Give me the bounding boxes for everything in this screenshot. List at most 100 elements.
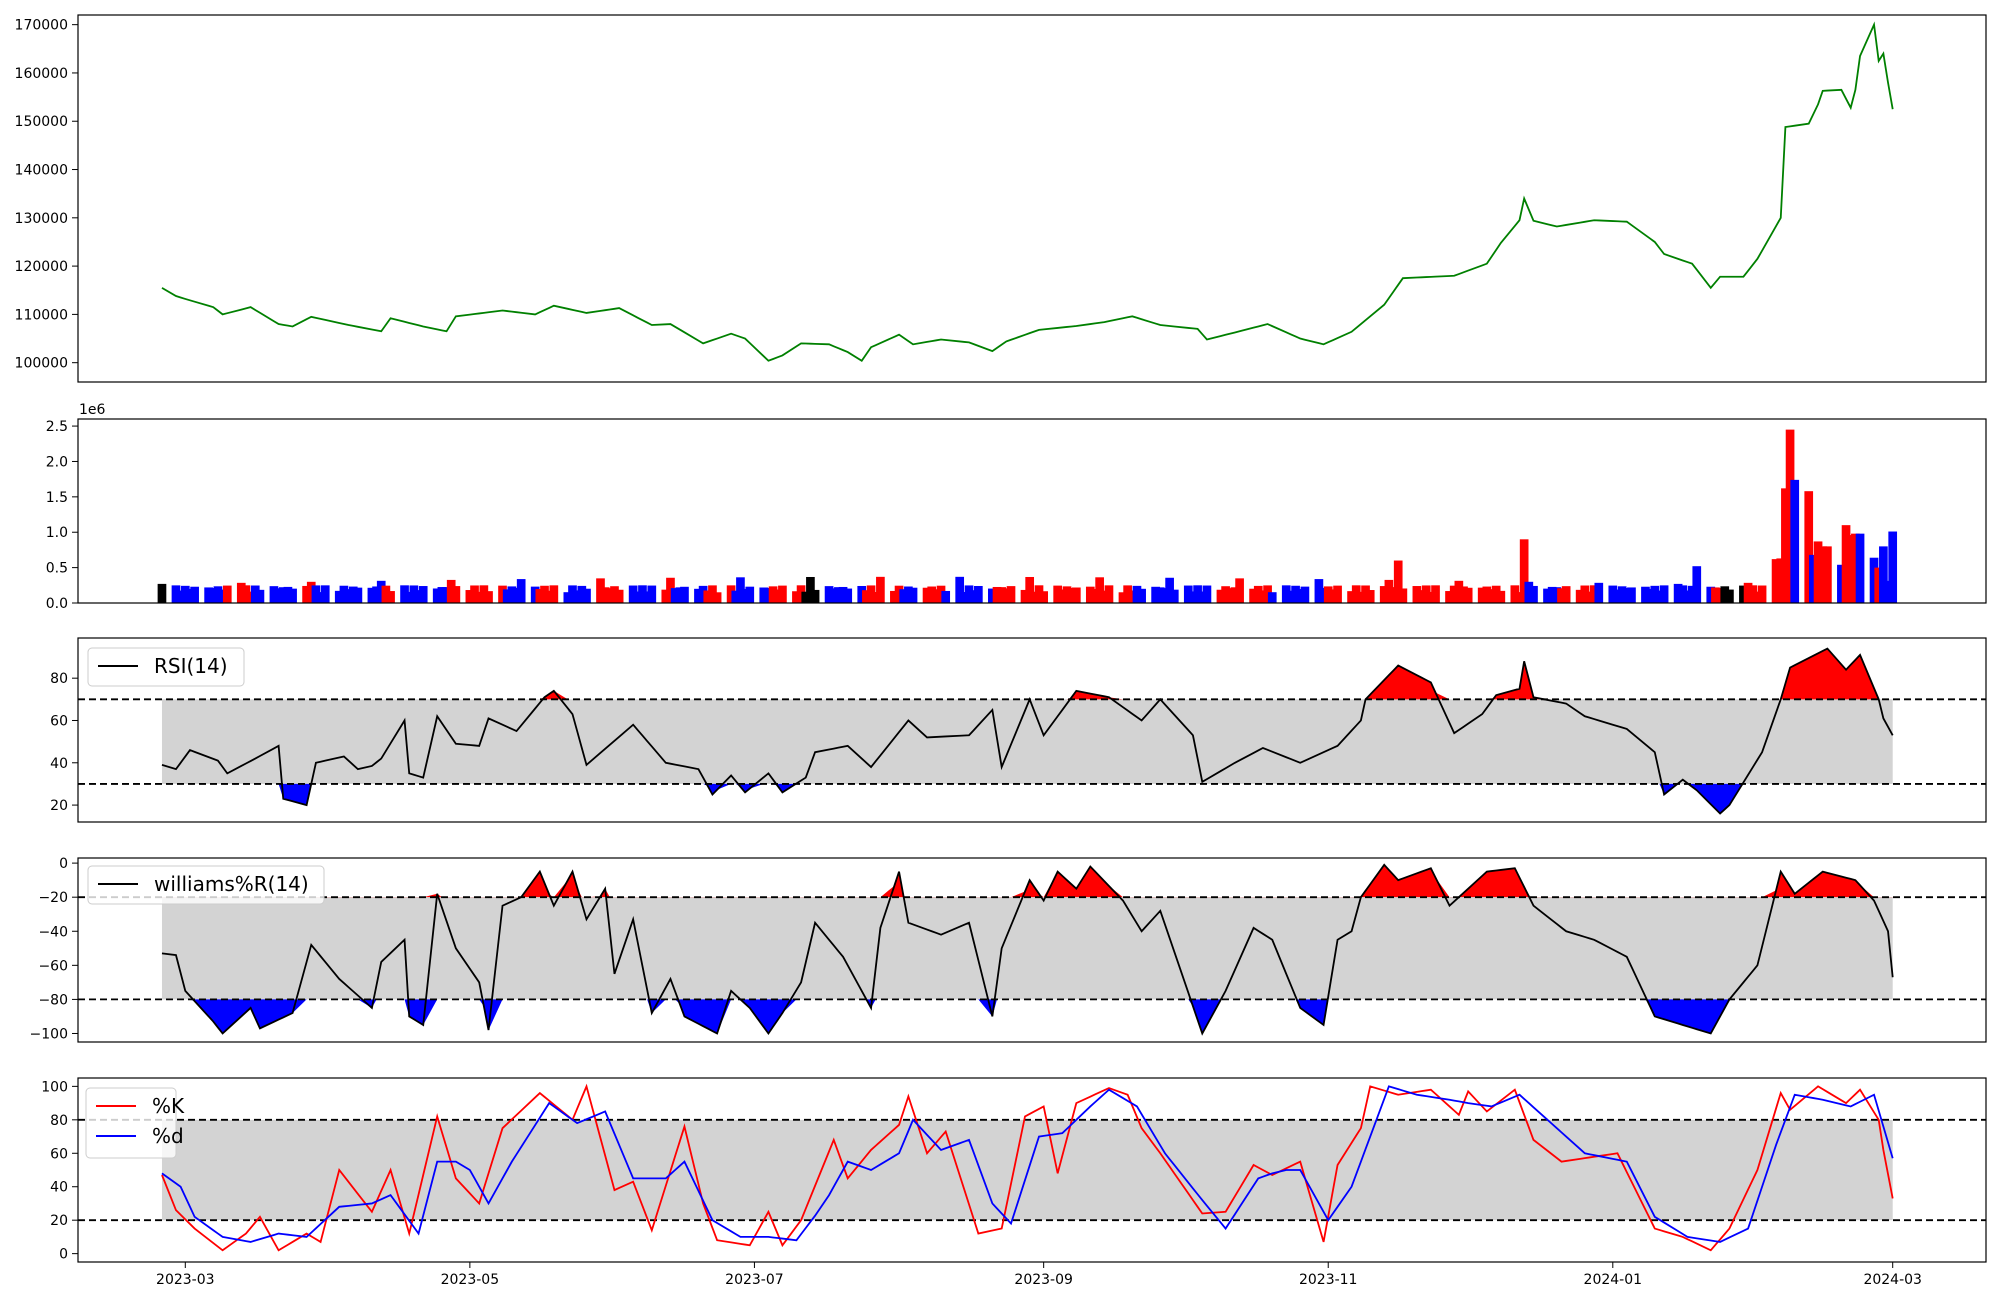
volume-bar bbox=[969, 590, 979, 603]
williams-plot-area bbox=[78, 863, 1986, 1036]
volume-bar bbox=[185, 588, 195, 603]
volume-bar bbox=[274, 588, 283, 603]
rsi-ytick-label: 80 bbox=[50, 671, 68, 687]
volume-bar bbox=[1743, 582, 1753, 603]
price-axes-frame bbox=[77, 14, 1987, 383]
volume-bar bbox=[773, 589, 783, 603]
volume-bar bbox=[213, 586, 223, 603]
volume-bar bbox=[1090, 588, 1100, 603]
volume-bar bbox=[904, 586, 913, 603]
volume-bar bbox=[409, 585, 419, 603]
volume-bar bbox=[1529, 585, 1538, 603]
price-ytick-label: 170000 bbox=[15, 18, 68, 34]
price-line bbox=[161, 21, 1894, 362]
rsi-legend-label: RSI(14) bbox=[154, 654, 228, 678]
volume-bar bbox=[1393, 560, 1403, 603]
volume-bar bbox=[988, 588, 997, 603]
volume-bar bbox=[1253, 585, 1263, 603]
volume-bar bbox=[1645, 588, 1655, 603]
volume-bar bbox=[680, 586, 689, 603]
volume-bar bbox=[208, 588, 218, 603]
volume-bar bbox=[997, 587, 1007, 603]
x-tick-label: 2024-01 bbox=[1584, 1272, 1643, 1288]
volume-bar bbox=[204, 587, 213, 603]
volume-bar bbox=[1547, 586, 1557, 603]
volume-bar bbox=[1715, 588, 1725, 603]
williams-ytick-label: −40 bbox=[38, 924, 68, 940]
rsi-legend-box bbox=[87, 647, 245, 687]
volume-bar bbox=[316, 592, 325, 603]
williams-ytick-label: −60 bbox=[38, 958, 68, 974]
x-tick-label: 2023-05 bbox=[441, 1272, 500, 1288]
volume-bar bbox=[1202, 585, 1212, 603]
volume-axes-frame bbox=[77, 418, 1987, 604]
volume-bar bbox=[1319, 587, 1328, 603]
volume-ytick-label: 2.5 bbox=[46, 419, 68, 435]
volume-bar bbox=[1165, 577, 1174, 603]
volume-bar bbox=[941, 590, 951, 603]
volume-bar bbox=[241, 585, 251, 603]
stochastic-legend: %K %d bbox=[85, 1087, 185, 1159]
volume-bar bbox=[1006, 586, 1016, 603]
volume-bar bbox=[381, 585, 391, 603]
price-ytick-label: 120000 bbox=[15, 259, 68, 275]
volume-bar bbox=[1659, 585, 1669, 603]
volume-bar bbox=[1127, 590, 1137, 603]
volume-bar bbox=[1823, 546, 1832, 603]
volume-ytick-label: 1.0 bbox=[46, 525, 68, 541]
volume-bar bbox=[628, 585, 638, 603]
volume-bar bbox=[1776, 558, 1786, 603]
volume-bar bbox=[236, 582, 246, 603]
volume-bar bbox=[302, 585, 311, 603]
volume-bar bbox=[470, 585, 479, 603]
volume-bar bbox=[1846, 535, 1856, 603]
volume-bar bbox=[600, 587, 610, 603]
volume-bar bbox=[1781, 488, 1790, 603]
volume-bar bbox=[530, 586, 540, 603]
volume-bar bbox=[1263, 585, 1272, 603]
volume-bar bbox=[171, 585, 181, 603]
volume-bar bbox=[577, 585, 587, 603]
volume-bar bbox=[1389, 587, 1398, 603]
stochastic-plot-area bbox=[78, 1083, 1986, 1252]
volume-bar bbox=[698, 585, 708, 603]
price-y-axis: 100000 110000 120000 130000 140000 150000 1600… bbox=[15, 18, 78, 372]
volume-bar bbox=[1029, 591, 1039, 603]
volume-bar bbox=[516, 579, 526, 603]
k-line bbox=[161, 1083, 1894, 1252]
volume-bar bbox=[1099, 590, 1109, 603]
williams-overbought-fill bbox=[161, 864, 1893, 898]
volume-bar bbox=[1641, 586, 1650, 603]
volume-bar bbox=[1426, 591, 1436, 603]
volume-bar bbox=[1328, 589, 1338, 603]
volume-bar bbox=[642, 591, 652, 603]
volume-bar bbox=[414, 590, 423, 603]
volume-bar bbox=[1739, 585, 1748, 603]
volume-bar bbox=[796, 585, 806, 603]
volume-bar bbox=[269, 586, 279, 603]
volume-bar bbox=[1818, 546, 1828, 603]
volume-bar bbox=[1183, 585, 1193, 603]
volume-bar bbox=[1622, 588, 1632, 603]
volume-bar bbox=[764, 587, 773, 603]
volume-bar bbox=[1333, 585, 1342, 603]
volume-bar bbox=[1608, 585, 1618, 603]
volume-bar bbox=[1347, 591, 1356, 603]
volume-bar bbox=[250, 585, 260, 603]
volume-bar bbox=[960, 592, 969, 603]
volume-bar bbox=[1197, 591, 1207, 603]
volume-bar bbox=[736, 577, 745, 603]
volume-bar bbox=[353, 587, 363, 603]
date-x-axis: 2023-03 2023-05 2023-07 2023-09 2023-11 2024-… bbox=[156, 1262, 1922, 1288]
volume-bar bbox=[1454, 580, 1464, 603]
volume-ytick-label: 0.5 bbox=[46, 561, 68, 577]
volume-bar bbox=[1230, 587, 1240, 603]
volume-bar bbox=[1585, 591, 1594, 603]
williams-legend: williams%R(14) bbox=[87, 865, 325, 905]
volume-bar bbox=[922, 587, 932, 603]
volume-bar bbox=[857, 585, 867, 603]
volume-bar bbox=[1543, 588, 1552, 603]
